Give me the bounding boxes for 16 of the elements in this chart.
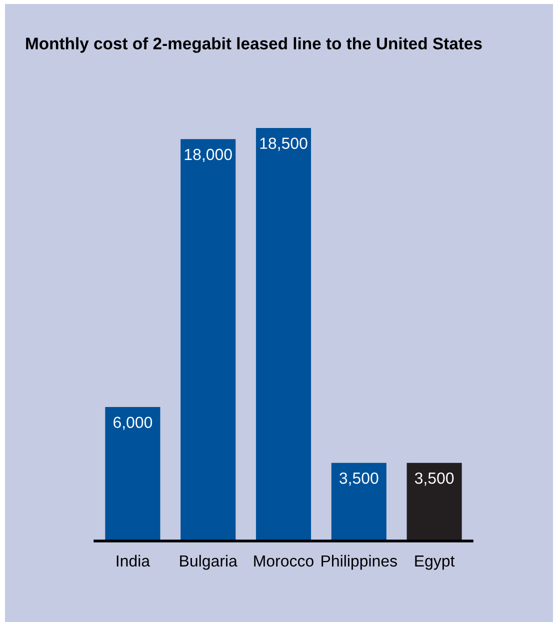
x-tick-label: Bulgaria [180,554,238,570]
x-tick-label: Egypt [415,555,455,570]
chart-title: Monthly cost of 2-megabit leased line to the United States [26,37,482,53]
bar [331,462,386,541]
bar [105,407,160,541]
data-label: 18,500 [260,138,308,151]
bar [406,462,462,541]
x-tick-label: Philippines [322,554,397,570]
bar [180,139,236,541]
bar [256,128,312,541]
x-tick-label: Morocco [254,555,314,567]
data-label: 6,000 [114,416,152,430]
x-tick-label: India [116,554,150,567]
data-label: 3,500 [340,472,378,486]
data-label: 3,500 [414,472,454,486]
data-label: 18,000 [184,148,232,162]
